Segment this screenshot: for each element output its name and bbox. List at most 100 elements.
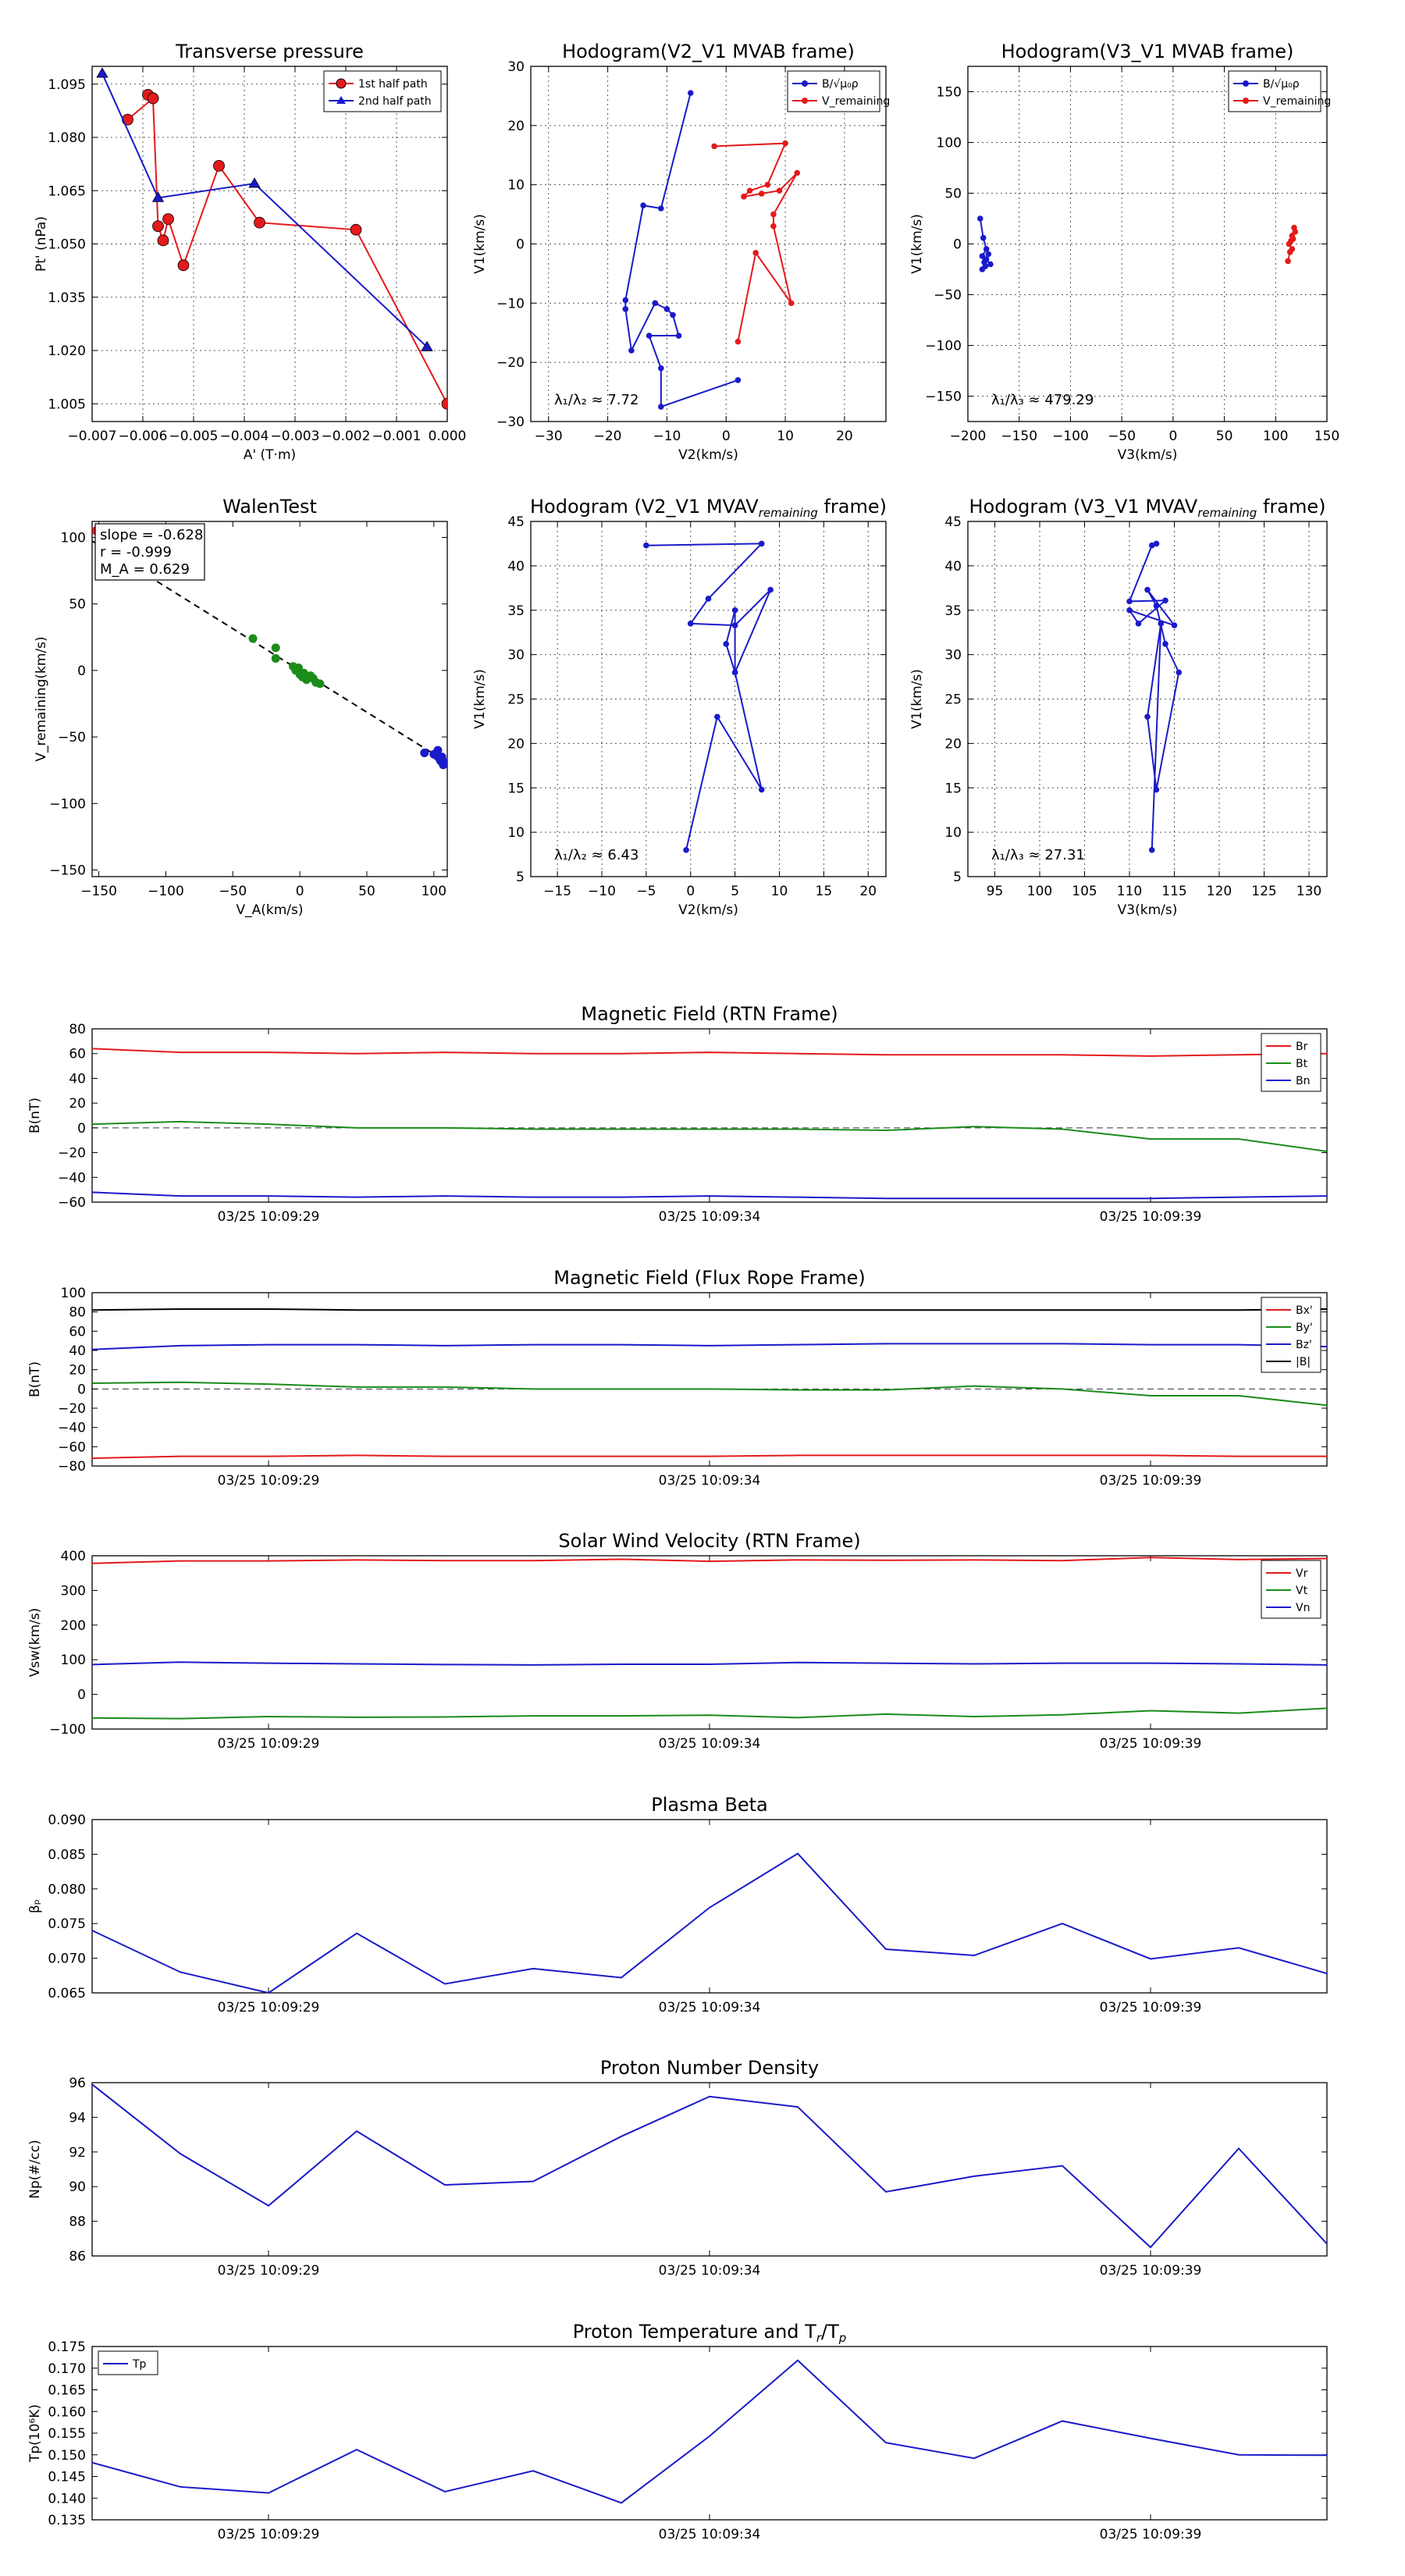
p2-legend-label: V_remaining bbox=[822, 95, 890, 108]
t6-ytick-label: 0.140 bbox=[48, 2491, 86, 2507]
t4-ytick-label: 0.065 bbox=[48, 1986, 86, 2001]
t6-ylabel: Tp(10⁶K) bbox=[27, 2404, 43, 2463]
t2-ytick-label: −80 bbox=[58, 1459, 86, 1475]
t5-xtick-label: 03/25 10:09:29 bbox=[218, 2263, 320, 2279]
p2-legend-marker bbox=[802, 80, 808, 87]
p1-point bbox=[421, 340, 433, 351]
t3-xtick-label: 03/25 10:09:39 bbox=[1100, 1736, 1202, 1752]
p2-ytick-label: 10 bbox=[507, 178, 525, 194]
t4-chart: 03/25 10:09:29 03/25 10:09:34 03/25 10:09:… bbox=[27, 1794, 1328, 2016]
p4-point bbox=[271, 643, 280, 653]
t1-xtick-label: 03/25 10:09:29 bbox=[218, 1209, 320, 1225]
p3-xtick-label: −150 bbox=[1001, 429, 1037, 444]
t2-series-1 bbox=[92, 1381, 1327, 1407]
t3-xtick-label: 03/25 10:09:34 bbox=[659, 1736, 761, 1752]
t1-series-2 bbox=[92, 1191, 1327, 1200]
t2-legend-label: By' bbox=[1296, 1322, 1313, 1334]
t3-legend-label: Vt bbox=[1296, 1585, 1308, 1597]
t3-ylabel: Vsw(km/s) bbox=[27, 1608, 43, 1678]
t3-series-line bbox=[92, 1557, 1327, 1564]
t2-series-line bbox=[92, 1454, 1327, 1460]
t2-ytick-label: 20 bbox=[69, 1363, 86, 1379]
t1-ytick-label: 60 bbox=[69, 1047, 86, 1062]
p5-xtick-label: 15 bbox=[816, 884, 833, 899]
t5-ytick-label: 92 bbox=[69, 2145, 86, 2161]
p6-ytick-label: 15 bbox=[944, 781, 962, 796]
p1-chart: −0.007 −0.006 −0.005 −0.004 −0.003 −0.002 −0.0… bbox=[34, 41, 466, 463]
p1-legend bbox=[323, 70, 442, 112]
t2-ylabel: B(nT) bbox=[27, 1361, 43, 1397]
p4-xtick-label: −50 bbox=[219, 884, 247, 899]
p6-xlabel: V3(km/s) bbox=[1118, 902, 1178, 918]
p2-ytick-label: 0 bbox=[516, 237, 525, 253]
p6-xtick-label: 120 bbox=[1207, 884, 1232, 899]
p5-xtick-label: 5 bbox=[731, 884, 739, 899]
p6-point bbox=[1126, 598, 1133, 605]
p6-point bbox=[1126, 607, 1133, 614]
p3-xtick-label: −50 bbox=[1108, 429, 1136, 444]
p6-point bbox=[1162, 597, 1168, 604]
p4-annotation-line: M_A = 0.629 bbox=[100, 561, 190, 578]
p5-xtick-label: −10 bbox=[588, 884, 616, 899]
t5-series-line bbox=[92, 2083, 1327, 2249]
p2-ytick-label: −20 bbox=[496, 355, 525, 371]
p3-point bbox=[1285, 258, 1291, 265]
p5-point bbox=[731, 669, 738, 676]
p3-xtick-label: 0 bbox=[1168, 429, 1177, 444]
t2-legend-label: Bz' bbox=[1296, 1339, 1312, 1351]
p5-series-line bbox=[646, 543, 772, 851]
p5-point bbox=[767, 586, 774, 593]
t3-xtick-label: 03/25 10:09:29 bbox=[218, 1736, 320, 1752]
p1-ytick-label: 1.005 bbox=[48, 397, 86, 412]
p1-point bbox=[177, 259, 190, 272]
p4-point bbox=[271, 654, 280, 664]
p2-point bbox=[640, 202, 646, 209]
p1-point bbox=[213, 159, 225, 172]
t2-legend-label: Bx' bbox=[1296, 1304, 1313, 1317]
p2-xtick-label: −20 bbox=[594, 429, 622, 444]
t3-series-line bbox=[92, 1661, 1327, 1666]
p6-chart: 95 100 105 110 115 120 125 130 5 10 15 20 25 30 35 40 45… bbox=[909, 496, 1328, 918]
p6-point bbox=[1153, 540, 1160, 547]
p4-series-0 bbox=[248, 634, 325, 688]
p2-title: Hodogram(V2_V1 MVAB frame) bbox=[562, 41, 855, 62]
t3-ytick-label: 200 bbox=[61, 1618, 86, 1634]
p6-point bbox=[1144, 713, 1151, 720]
p3-point bbox=[1286, 240, 1293, 247]
p2-ylabel: V1(km/s) bbox=[472, 214, 488, 274]
p6-xtick-label: 115 bbox=[1161, 884, 1186, 899]
p5-point bbox=[731, 622, 738, 628]
p3-legend-marker bbox=[1243, 80, 1249, 87]
p6-point bbox=[1176, 669, 1183, 676]
p6-ytick-label: 40 bbox=[944, 559, 962, 575]
p2-series-line bbox=[624, 92, 738, 408]
t3-series-1 bbox=[92, 1707, 1327, 1720]
t2-series-3 bbox=[92, 1308, 1327, 1311]
t2-ytick-label: 0 bbox=[77, 1382, 86, 1397]
p3-xtick-label: 100 bbox=[1263, 429, 1288, 444]
p3-xtick-label: 150 bbox=[1314, 429, 1339, 444]
t6-title: Proton Temperature and Tr/Tp bbox=[573, 2321, 847, 2345]
p5-xtick-label: 0 bbox=[686, 884, 695, 899]
p4-chart: −150 −100 −50 0 50 100 −150 −100 −50 0 50 100 WalenT… bbox=[34, 496, 448, 918]
p6-ytick-label: 35 bbox=[944, 603, 962, 619]
p3-legend bbox=[1228, 70, 1321, 112]
t2-xtick-label: 03/25 10:09:34 bbox=[659, 1473, 761, 1489]
p1-ytick-label: 1.080 bbox=[48, 130, 86, 146]
p4-point bbox=[420, 749, 429, 758]
p2-point bbox=[758, 190, 765, 197]
t1-xtick-label: 03/25 10:09:39 bbox=[1100, 1209, 1202, 1225]
t4-series-0 bbox=[92, 1852, 1327, 1993]
p4-ytick-label: 100 bbox=[61, 530, 86, 546]
p5-title: Hodogram (V2_V1 MVAVremaining frame) bbox=[530, 496, 887, 520]
p2-series-1 bbox=[711, 140, 801, 345]
p3-series-1 bbox=[1285, 224, 1299, 265]
p4-ytick-label: 0 bbox=[77, 664, 86, 679]
p1-xlabel: A' (T·m) bbox=[244, 447, 296, 463]
p5-series-0 bbox=[643, 540, 774, 853]
t6-xtick-label: 03/25 10:09:29 bbox=[218, 2527, 320, 2542]
t6-ytick-label: 0.135 bbox=[48, 2513, 86, 2528]
p5-xlabel: V2(km/s) bbox=[678, 902, 738, 918]
p3-xtick-label: −200 bbox=[950, 429, 987, 444]
